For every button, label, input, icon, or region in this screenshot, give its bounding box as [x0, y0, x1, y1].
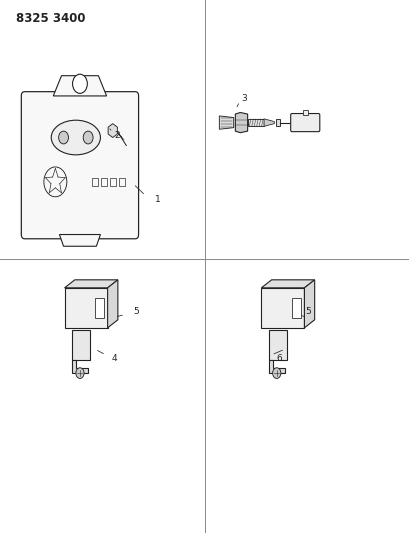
Bar: [261, 288, 303, 328]
Polygon shape: [53, 76, 106, 96]
Polygon shape: [65, 280, 118, 288]
Text: 2: 2: [114, 132, 119, 140]
Bar: [268, 330, 286, 360]
Bar: [275, 119, 280, 126]
Bar: [72, 330, 90, 360]
Bar: [291, 297, 300, 318]
Circle shape: [272, 368, 280, 378]
FancyBboxPatch shape: [21, 92, 138, 239]
Text: 1: 1: [155, 196, 160, 204]
Bar: [247, 119, 263, 126]
Circle shape: [72, 74, 87, 93]
Polygon shape: [107, 280, 118, 328]
Bar: [65, 288, 107, 328]
Polygon shape: [219, 116, 233, 129]
Polygon shape: [59, 235, 100, 246]
Text: 8325 3400: 8325 3400: [16, 12, 86, 25]
Bar: [95, 297, 104, 318]
Bar: [302, 110, 307, 115]
Polygon shape: [261, 280, 314, 288]
Circle shape: [83, 131, 93, 144]
Polygon shape: [72, 360, 88, 373]
Text: 5: 5: [305, 308, 310, 316]
Text: 3: 3: [240, 94, 246, 103]
Text: 4: 4: [111, 354, 117, 362]
Polygon shape: [303, 280, 314, 328]
Polygon shape: [268, 360, 284, 373]
Polygon shape: [108, 124, 117, 138]
Polygon shape: [263, 119, 274, 126]
Ellipse shape: [51, 120, 100, 155]
Text: 5: 5: [133, 308, 139, 316]
Circle shape: [76, 368, 84, 378]
Circle shape: [58, 131, 68, 144]
Polygon shape: [235, 112, 247, 133]
FancyBboxPatch shape: [290, 114, 319, 132]
Text: 6: 6: [276, 354, 282, 362]
